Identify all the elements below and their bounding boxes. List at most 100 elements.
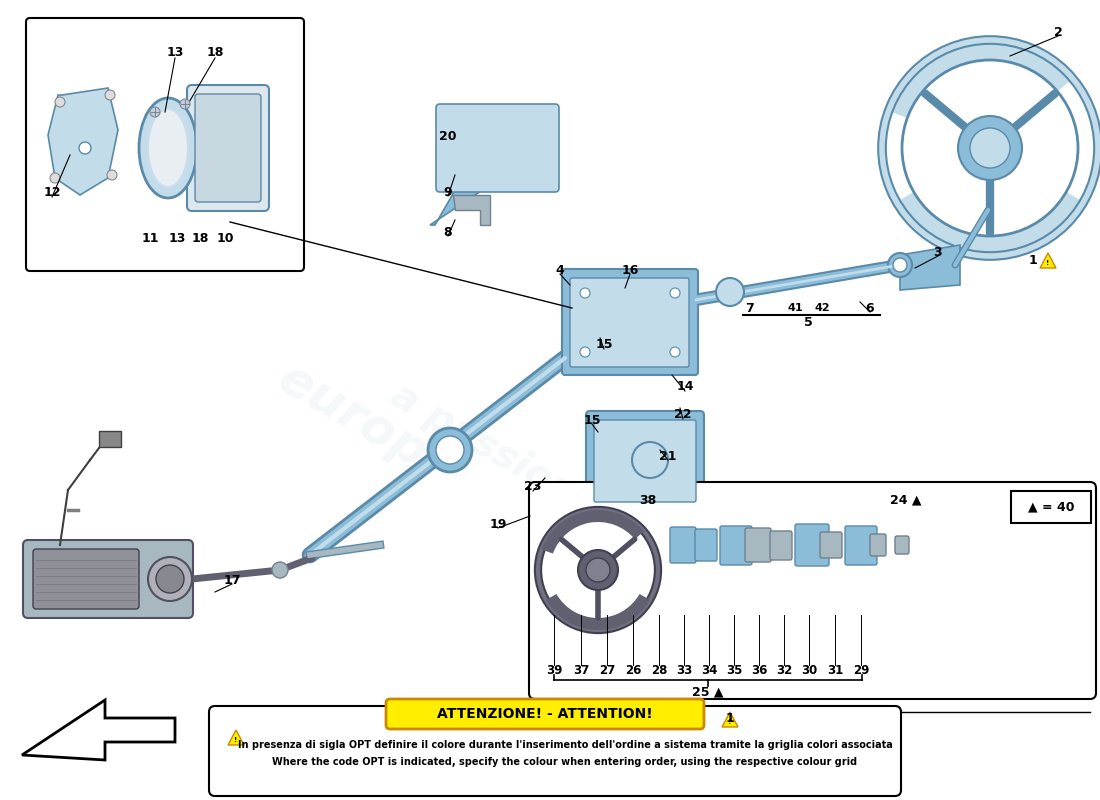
Text: europ: europ	[268, 354, 436, 478]
Circle shape	[958, 116, 1022, 180]
Text: 12: 12	[43, 186, 60, 198]
Text: 14: 14	[676, 381, 694, 394]
Circle shape	[180, 99, 190, 109]
Text: 34: 34	[701, 663, 717, 677]
Text: 1: 1	[1028, 254, 1037, 266]
Polygon shape	[453, 195, 490, 225]
Text: 15: 15	[595, 338, 613, 351]
FancyBboxPatch shape	[562, 269, 698, 375]
Circle shape	[79, 142, 91, 154]
FancyBboxPatch shape	[720, 526, 752, 565]
Polygon shape	[900, 245, 960, 290]
FancyBboxPatch shape	[1011, 491, 1091, 523]
Ellipse shape	[139, 98, 197, 198]
Text: !: !	[234, 737, 238, 743]
FancyBboxPatch shape	[386, 699, 704, 729]
Text: 21: 21	[659, 450, 676, 462]
Text: 24 ▲: 24 ▲	[890, 494, 922, 506]
Text: 31: 31	[827, 663, 843, 677]
Text: 23: 23	[525, 481, 541, 494]
Text: 13: 13	[168, 231, 186, 245]
Circle shape	[670, 288, 680, 298]
Text: 4: 4	[556, 263, 564, 277]
Text: 6: 6	[866, 302, 874, 314]
Text: ▲ = 40: ▲ = 40	[1027, 501, 1075, 514]
Polygon shape	[430, 112, 544, 225]
FancyBboxPatch shape	[570, 278, 689, 367]
Ellipse shape	[148, 109, 188, 187]
Polygon shape	[228, 730, 244, 745]
Text: 16: 16	[621, 263, 639, 277]
Text: 26: 26	[625, 663, 641, 677]
Circle shape	[156, 565, 184, 593]
FancyBboxPatch shape	[870, 534, 886, 556]
Text: ATTENZIONE! - ATTENTION!: ATTENZIONE! - ATTENTION!	[437, 707, 653, 721]
Text: 8: 8	[443, 226, 452, 238]
Text: 18: 18	[207, 46, 223, 59]
Text: 18: 18	[191, 231, 209, 245]
Wedge shape	[541, 510, 644, 554]
FancyBboxPatch shape	[845, 526, 877, 565]
Circle shape	[107, 170, 117, 180]
Wedge shape	[896, 192, 1084, 256]
Text: 19: 19	[490, 518, 507, 530]
FancyBboxPatch shape	[895, 536, 909, 554]
FancyBboxPatch shape	[195, 94, 261, 202]
Text: Where the code OPT is indicated, specify the colour when entering order, using t: Where the code OPT is indicated, specify…	[273, 757, 858, 767]
Circle shape	[893, 258, 907, 272]
FancyBboxPatch shape	[586, 411, 704, 509]
Circle shape	[55, 97, 65, 107]
Text: 20: 20	[439, 130, 456, 143]
Circle shape	[580, 347, 590, 357]
FancyBboxPatch shape	[26, 18, 304, 271]
FancyBboxPatch shape	[209, 706, 901, 796]
Text: 38: 38	[639, 494, 657, 506]
Circle shape	[104, 90, 116, 100]
Text: 17: 17	[223, 574, 241, 586]
Circle shape	[148, 557, 192, 601]
Text: 13: 13	[166, 46, 184, 59]
Text: 27: 27	[598, 663, 615, 677]
Circle shape	[970, 128, 1010, 168]
Text: 11: 11	[141, 231, 158, 245]
Text: 22: 22	[674, 409, 692, 422]
FancyBboxPatch shape	[820, 532, 842, 558]
Text: 30: 30	[801, 663, 817, 677]
Text: In presenza di sigla OPT definire il colore durante l'inserimento dell'ordine a : In presenza di sigla OPT definire il col…	[238, 740, 892, 750]
FancyBboxPatch shape	[33, 549, 139, 609]
Text: 39: 39	[546, 663, 562, 677]
Text: 15: 15	[583, 414, 601, 426]
Circle shape	[888, 253, 912, 277]
Text: 2: 2	[1054, 26, 1063, 38]
FancyBboxPatch shape	[594, 420, 696, 502]
FancyBboxPatch shape	[695, 529, 717, 561]
FancyBboxPatch shape	[770, 531, 792, 560]
FancyBboxPatch shape	[99, 431, 121, 447]
Circle shape	[50, 173, 60, 183]
Text: 7: 7	[746, 302, 755, 314]
Polygon shape	[1040, 253, 1056, 268]
Text: 29: 29	[852, 663, 869, 677]
Text: 41: 41	[788, 303, 803, 313]
Circle shape	[586, 558, 611, 582]
FancyBboxPatch shape	[187, 85, 270, 211]
Polygon shape	[48, 88, 118, 195]
Circle shape	[716, 278, 744, 306]
FancyBboxPatch shape	[745, 528, 771, 562]
Text: !: !	[1046, 260, 1049, 266]
Text: 36: 36	[751, 663, 767, 677]
FancyBboxPatch shape	[670, 527, 696, 563]
Text: 5: 5	[804, 317, 813, 330]
Circle shape	[578, 550, 618, 590]
FancyBboxPatch shape	[795, 524, 829, 566]
Circle shape	[580, 288, 590, 298]
Text: 9: 9	[443, 186, 452, 198]
FancyBboxPatch shape	[436, 104, 559, 192]
Text: 37: 37	[573, 663, 590, 677]
Wedge shape	[889, 40, 1072, 118]
Text: a passion for parts: a passion for parts	[384, 376, 760, 616]
Text: 28: 28	[651, 663, 668, 677]
Polygon shape	[722, 712, 738, 727]
Text: 42: 42	[814, 303, 829, 313]
Text: !: !	[728, 719, 732, 725]
